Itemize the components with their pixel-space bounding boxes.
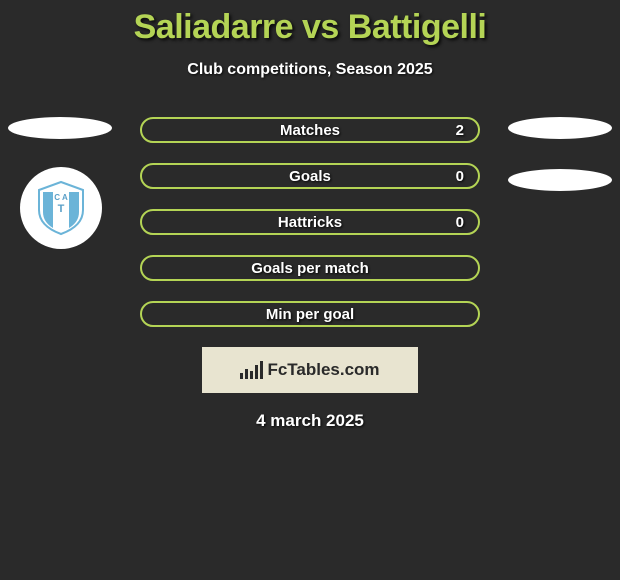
player-right-placeholder-2	[508, 169, 612, 191]
stat-bar-min-per-goal: Min per goal	[140, 301, 480, 327]
stats-area: C A T Matches 2 Goals 0 Hattricks 0 Goal…	[0, 117, 620, 327]
stat-value: 0	[456, 214, 464, 231]
stat-label: Matches	[280, 122, 340, 139]
stat-bar-hattricks: Hattricks 0	[140, 209, 480, 235]
stat-label: Goals	[289, 168, 331, 185]
page-subtitle: Club competitions, Season 2025	[0, 61, 620, 79]
date-label: 4 march 2025	[0, 411, 620, 431]
stat-bar-matches: Matches 2	[140, 117, 480, 143]
stat-value: 0	[456, 168, 464, 185]
stat-label: Hattricks	[278, 214, 342, 231]
stat-value: 2	[456, 122, 464, 139]
fctables-watermark: FcTables.com	[202, 347, 418, 393]
club-badge-icon: C A T	[20, 167, 102, 249]
svg-text:C A: C A	[54, 193, 68, 202]
page-title: Saliadarre vs Battigelli	[0, 0, 620, 47]
stat-label: Min per goal	[266, 306, 354, 323]
fctables-label: FcTables.com	[267, 360, 379, 380]
svg-text:T: T	[58, 203, 65, 215]
stat-bar-goals: Goals 0	[140, 163, 480, 189]
stat-row: Goals per match	[0, 255, 620, 281]
stat-label: Goals per match	[251, 260, 369, 277]
bars-icon	[240, 361, 263, 379]
player-left-placeholder	[8, 117, 112, 139]
stat-bar-goals-per-match: Goals per match	[140, 255, 480, 281]
player-right-placeholder-1	[508, 117, 612, 139]
stat-row: Min per goal	[0, 301, 620, 327]
